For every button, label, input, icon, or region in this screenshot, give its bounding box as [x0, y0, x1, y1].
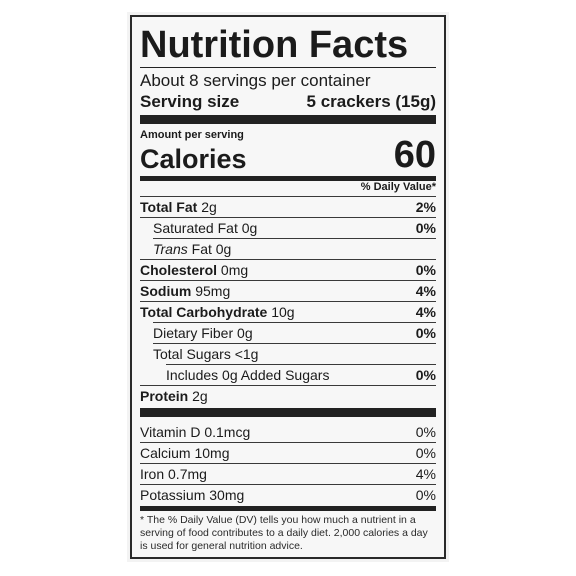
- vitamin-row-calcium: Calcium 10mg 0%: [140, 442, 436, 463]
- nutrient-name: Total Carbohydrate: [140, 304, 268, 320]
- nutrient-dv: 0%: [415, 262, 436, 278]
- daily-value-footnote: * The % Daily Value (DV) tells you how m…: [140, 514, 428, 552]
- nutrient-dv: 2%: [415, 199, 436, 215]
- nutrient-amount: Fat 0g: [191, 240, 232, 257]
- nutrient-row-protein: Protein 2g: [140, 385, 436, 406]
- vitamin-name: Potassium 30mg: [140, 487, 245, 503]
- nutrient-amount: 0g: [237, 324, 253, 341]
- nutrient-name: Total Fat: [140, 199, 198, 215]
- nutrient-row-sodium: Sodium 95mg 4%: [140, 280, 436, 301]
- thick-divider: [140, 408, 436, 417]
- nutrient-name: Cholesterol: [140, 262, 218, 278]
- serving-size-value: 5 crackers (15g): [306, 92, 436, 111]
- nutrient-dv: 0%: [415, 324, 436, 341]
- nutrient-name: Trans: [153, 240, 188, 257]
- nutrient-amount: 2g: [192, 388, 208, 404]
- nutrient-row-saturated-fat: Saturated Fat 0g 0%: [140, 217, 436, 238]
- daily-value-header: % Daily Value*: [360, 181, 436, 193]
- panel-title: Nutrition Facts: [140, 24, 409, 66]
- nutrient-row-total-fat: Total Fat 2g 2%: [140, 196, 436, 217]
- nutrient-row-added-sugars: Includes 0g Added Sugars 0%: [140, 364, 436, 385]
- vitamin-dv: 0%: [415, 487, 436, 503]
- nutrient-row-trans-fat: Trans Fat 0g: [140, 238, 436, 259]
- nutrient-name: Dietary Fiber: [153, 324, 234, 341]
- medium-divider: [140, 176, 436, 181]
- vitamin-name: Calcium 10mg: [140, 445, 230, 461]
- nutrient-name: Includes 0g Added Sugars: [166, 366, 330, 383]
- servings-per-container: About 8 servings per container: [140, 71, 371, 90]
- serving-size-label: Serving size: [140, 92, 240, 111]
- nutrient-dv: 4%: [415, 283, 436, 299]
- nutrient-amount: 0g: [241, 220, 258, 236]
- nutrient-amount: 95mg: [195, 283, 231, 299]
- nutrient-name: Protein: [140, 388, 189, 404]
- nutrient-amount: 10g: [271, 304, 295, 320]
- calories-row: Calories 60: [140, 134, 436, 176]
- nutrient-name: Sodium: [140, 283, 192, 299]
- vitamin-row-iron: Iron 0.7mg 4%: [140, 463, 436, 484]
- nutrient-dv: 0%: [415, 220, 436, 236]
- calories-label: Calories: [140, 144, 247, 174]
- nutrient-amount: 2g: [201, 199, 217, 215]
- vitamin-name: Iron 0.7mg: [140, 466, 207, 482]
- medium-divider: [140, 506, 436, 511]
- calories-value: 60: [393, 134, 436, 176]
- nutrient-dv: 0%: [415, 366, 436, 383]
- thick-divider: [140, 115, 436, 124]
- nutrient-name: Total Sugars: [153, 345, 231, 362]
- nutrition-facts-panel: Nutrition Facts About 8 servings per con…: [130, 15, 446, 559]
- vitamin-dv: 0%: [415, 423, 436, 440]
- nutrient-name: Saturated Fat: [153, 220, 238, 236]
- nutrient-dv: 4%: [415, 304, 436, 320]
- serving-size-row: Serving size 5 crackers (15g): [140, 92, 436, 112]
- vitamin-dv: 0%: [415, 445, 436, 461]
- nutrient-row-dietary-fiber: Dietary Fiber 0g 0%: [140, 322, 436, 343]
- nutrient-row-total-sugars: Total Sugars <1g: [140, 343, 436, 364]
- divider: [140, 67, 436, 68]
- nutrient-row-cholesterol: Cholesterol 0mg 0%: [140, 259, 436, 280]
- vitamin-row-vitamin-d: Vitamin D 0.1mcg 0%: [140, 421, 436, 442]
- vitamin-row-potassium: Potassium 30mg 0%: [140, 484, 436, 505]
- nutrient-row-total-carbohydrate: Total Carbohydrate 10g 4%: [140, 301, 436, 322]
- vitamin-name: Vitamin D 0.1mcg: [140, 423, 251, 440]
- vitamin-dv: 4%: [415, 466, 436, 482]
- amount-per-serving: Amount per serving: [140, 129, 244, 141]
- nutrient-amount: 0mg: [220, 262, 249, 278]
- nutrient-amount: <1g: [234, 345, 259, 362]
